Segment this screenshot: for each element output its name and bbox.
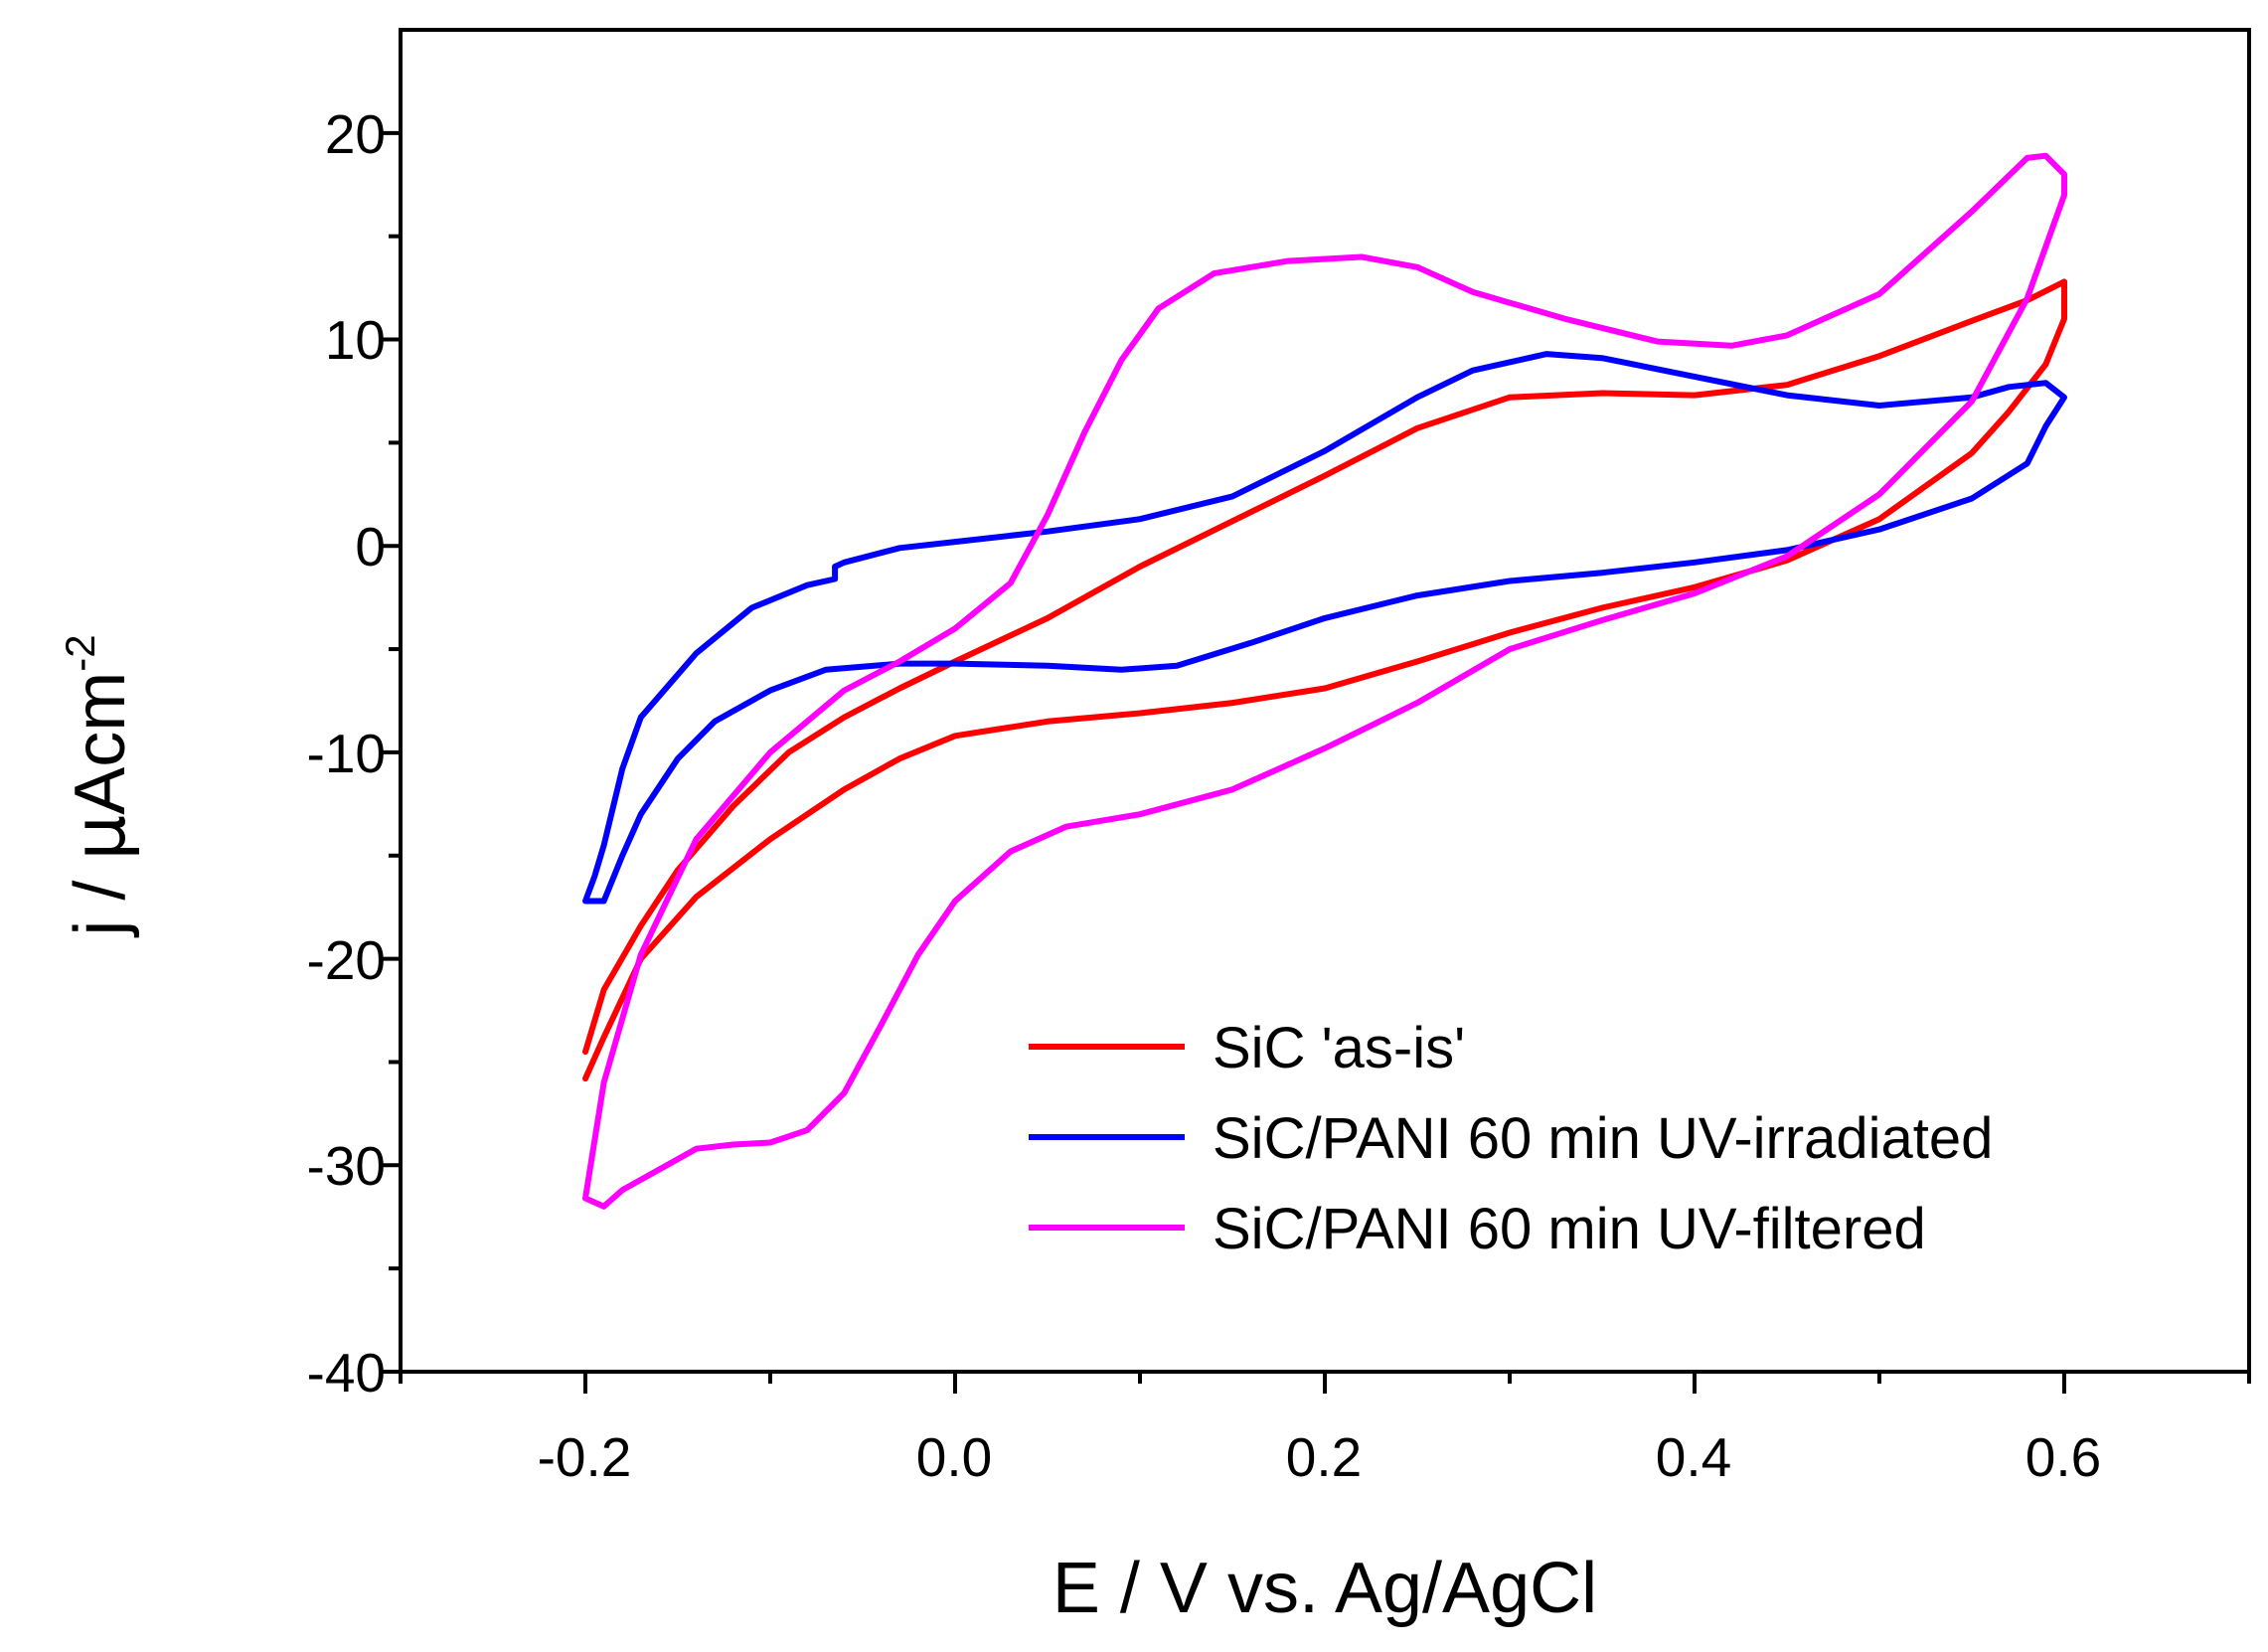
y-tick-label: -20 bbox=[307, 929, 387, 991]
x-axis-title: E / V vs. Ag/AgCl bbox=[1053, 1549, 1597, 1628]
y-tick-label: -40 bbox=[307, 1342, 387, 1404]
ticks-layer bbox=[379, 130, 2251, 1394]
y-tick-label: -30 bbox=[307, 1135, 387, 1197]
x-tick-label: 0.2 bbox=[1286, 1426, 1362, 1488]
y-axis-title-mu: μ bbox=[58, 815, 141, 861]
y-axis-title: j / μAcm-2 bbox=[57, 634, 141, 937]
y-tick-label: 20 bbox=[325, 103, 386, 165]
x-tick-label: -0.2 bbox=[538, 1426, 632, 1488]
y-axis-title-unit: Acm bbox=[61, 672, 140, 815]
series-line-0 bbox=[582, 278, 2067, 1082]
y-tick-label: -10 bbox=[307, 723, 387, 784]
x-tick-label: 0.6 bbox=[2025, 1426, 2101, 1488]
legend-label: SiC/PANI 60 min UV-irradiated bbox=[1213, 1106, 1993, 1171]
series-line-1 bbox=[582, 351, 2067, 905]
legend: SiC 'as-is' SiC/PANI 60 min UV-irradiate… bbox=[1029, 1016, 1993, 1261]
series-line-2 bbox=[582, 152, 2067, 1210]
x-tick-label: 0.0 bbox=[916, 1426, 992, 1488]
legend-label: SiC 'as-is' bbox=[1213, 1016, 1465, 1080]
series-layer bbox=[582, 152, 2067, 1210]
y-tick-label: 10 bbox=[325, 309, 386, 371]
tick-labels: -0.2 0.0 0.2 0.4 0.6 -40 -30 -20 -10 0 1… bbox=[307, 103, 2102, 1488]
y-axis-title-prefix: j / bbox=[61, 861, 140, 938]
y-axis-title-superscript: -2 bbox=[57, 634, 103, 671]
y-tick-label: 0 bbox=[355, 516, 386, 578]
legend-label: SiC/PANI 60 min UV-filtered bbox=[1213, 1197, 1926, 1261]
x-tick-label: 0.4 bbox=[1656, 1426, 1731, 1488]
